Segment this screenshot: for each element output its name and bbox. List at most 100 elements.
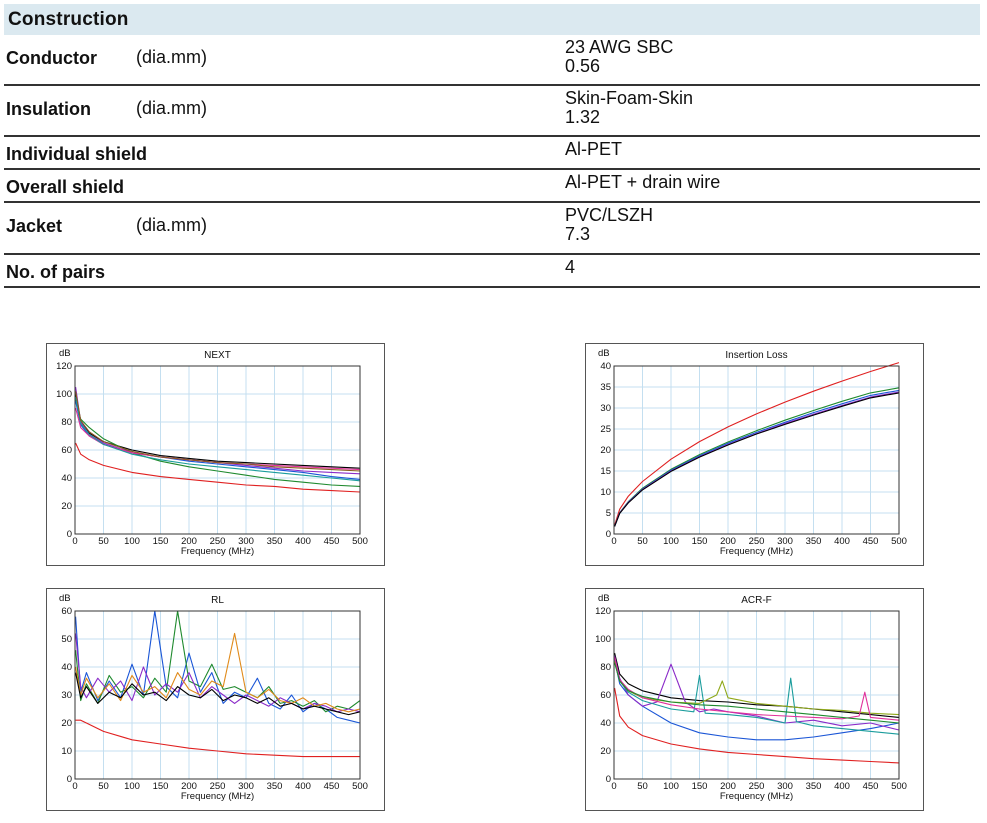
y-tick-label: 15 [600,466,611,477]
y-axis-unit: dB [598,348,610,359]
y-tick-label: 10 [600,487,611,498]
spec-value-line: 23 AWG SBC [565,37,674,57]
y-tick-label: 40 [61,473,72,484]
spec-row: Conductor (dia.mm) 23 AWG SBC 0.56 [4,35,980,86]
x-tick-label: 50 [98,781,109,792]
spec-value: PVC/LSZH 7.3 [565,206,653,244]
x-tick-label: 100 [124,536,140,547]
grid [613,365,900,535]
y-tick-label: 20 [61,718,72,729]
y-tick-label: 120 [56,361,72,372]
series-line-1 [75,610,361,724]
series-line-1 [614,652,900,718]
y-tick-label: 60 [600,690,611,701]
next-chart: NEXT dB 0 50 100 150 200 250 300 350 400 450 500 0 20 4… [46,343,385,566]
x-tick-label: 400 [295,781,311,792]
y-tick-label: 10 [61,746,72,757]
grid [74,365,361,535]
x-tick-label: 450 [324,781,340,792]
spec-value-line: 7.3 [565,224,591,244]
spec-value-line: Al-PET [565,139,623,159]
chart-title: ACR-F [741,595,772,606]
acr-f-chart: ACR-F dB 0 50 100 150 200 250 300 350 400 450 500 0 20… [585,588,924,811]
y-tick-label: 40 [600,718,611,729]
y-tick-label: 100 [595,634,611,645]
insertion-loss-chart: Insertion Loss dB 0 50 100 150 200 250 300 350 400… [585,343,924,566]
x-tick-label: 350 [267,781,283,792]
x-tick-label: 450 [863,781,879,792]
x-axis-label: Frequency (MHz) [720,791,793,802]
plot-frame [74,610,361,780]
x-tick-label: 250 [210,781,226,792]
x-tick-label: 150 [153,536,169,547]
spec-value-line: PVC/LSZH [565,205,654,225]
series-line-2 [75,399,361,487]
x-tick-label: 250 [210,536,226,547]
y-tick-label: 0 [606,774,611,785]
x-axis-label: Frequency (MHz) [181,546,254,557]
x-tick-label: 300 [777,781,793,792]
spec-value: Al-PET + drain wire [565,173,720,192]
x-tick-label: 300 [777,536,793,547]
series-line-5 [75,672,361,716]
y-tick-label: 20 [600,746,611,757]
series-line-2 [75,610,361,713]
y-tick-label: 5 [606,508,611,519]
spec-label: No. of pairs [6,262,106,282]
construction-title: Construction [4,4,980,35]
spec-value: Skin-Foam-Skin 1.32 [565,89,693,127]
y-tick-label: 40 [61,662,72,673]
spec-label: Overall shield [6,177,125,197]
spec-unit: (dia.mm) [136,98,207,118]
x-tick-label: 200 [181,781,197,792]
series-line-3 [614,655,900,731]
x-tick-label: 450 [324,536,340,547]
x-tick-label: 0 [72,536,77,547]
y-tick-label: 0 [67,774,72,785]
x-tick-label: 200 [181,536,197,547]
spec-value-line: 0.56 [565,56,601,76]
y-axis-unit: dB [59,593,71,604]
chart-title: NEXT [204,350,231,361]
y-axis-unit: dB [598,593,610,604]
spec-value: 4 [565,258,575,277]
y-tick-label: 30 [600,403,611,414]
y-tick-label: 60 [61,606,72,617]
x-tick-label: 50 [637,781,648,792]
spec-unit: (dia.mm) [136,47,207,67]
plot-frame [74,365,361,535]
series-line-0 [75,719,360,758]
x-tick-label: 50 [637,536,648,547]
spec-row: Individual shield Al-PET [4,137,980,170]
x-tick-label: 100 [663,536,679,547]
x-tick-label: 200 [720,781,736,792]
x-tick-label: 150 [692,781,708,792]
x-tick-label: 250 [749,781,765,792]
spec-label: Conductor [6,48,97,68]
x-tick-label: 150 [692,536,708,547]
x-axis-label: Frequency (MHz) [720,546,793,557]
y-tick-label: 25 [600,424,611,435]
spec-row: Jacket (dia.mm) PVC/LSZH 7.3 [4,203,980,255]
spec-label: Insulation [6,99,91,119]
y-tick-label: 20 [600,445,611,456]
spec-value-line: Al-PET + drain wire [565,172,721,192]
x-tick-label: 200 [720,536,736,547]
plot-frame [613,365,900,535]
x-tick-label: 300 [238,536,254,547]
y-tick-label: 40 [600,361,611,372]
spec-value-line: Skin-Foam-Skin [565,88,694,108]
spec-label: Individual shield [6,144,148,164]
series-line-0 [614,687,900,764]
series-line-7 [614,662,900,724]
spec-unit: (dia.mm) [136,215,207,235]
x-tick-label: 150 [153,781,169,792]
x-axis-label: Frequency (MHz) [181,791,254,802]
x-tick-label: 50 [98,536,109,547]
y-tick-label: 20 [61,501,72,512]
y-tick-label: 80 [61,417,72,428]
spec-value: 23 AWG SBC 0.56 [565,38,673,76]
series-line-4 [75,632,361,713]
series-line-4 [614,658,900,735]
spec-row: Insulation (dia.mm) Skin-Foam-Skin 1.32 [4,86,980,137]
